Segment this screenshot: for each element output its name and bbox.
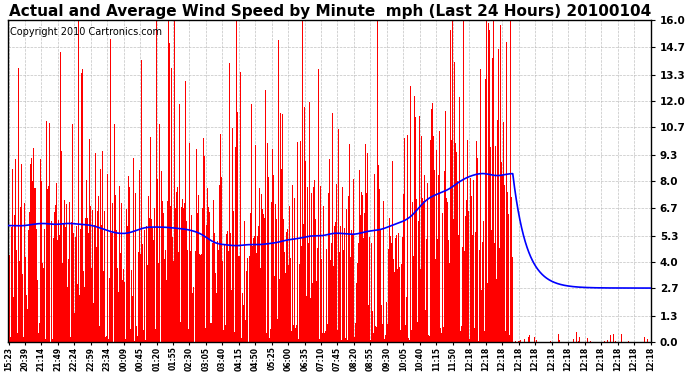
Title: Actual and Average Wind Speed by Minute  mph (Last 24 Hours) 20100104: Actual and Average Wind Speed by Minute … (8, 4, 651, 19)
Text: Copyright 2010 Cartronics.com: Copyright 2010 Cartronics.com (10, 27, 161, 37)
